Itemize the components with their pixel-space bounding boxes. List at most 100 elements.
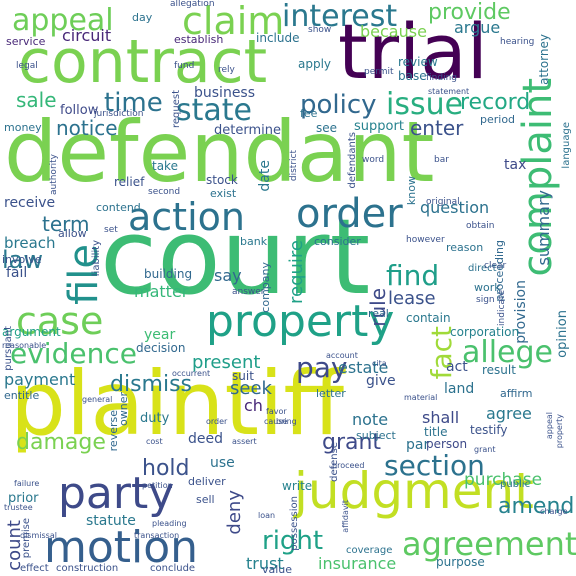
word-court: court (100, 196, 371, 318)
word-see: see (316, 121, 338, 135)
word-suit: suit (232, 369, 254, 383)
word-plaintiff: plaintiff (10, 352, 345, 455)
word-appeal-small: appeal (545, 412, 554, 440)
word-authority: authority (49, 154, 59, 196)
word-allegation: allegation (170, 0, 215, 9)
word-opinion: opinion (555, 310, 570, 358)
word-hearing: hearing (500, 37, 535, 47)
word-seek: seek (230, 378, 272, 399)
word-failure: failure (14, 479, 40, 488)
word-purpose: purpose (436, 555, 485, 569)
word-act: act (446, 359, 468, 375)
word-deny: deny (224, 490, 245, 535)
word-order-small: order (206, 417, 228, 426)
word-affidavit: affidavit (341, 500, 350, 533)
word-testify: testify (470, 423, 508, 437)
word-deed: deed (188, 431, 223, 447)
word-circuit: circuit (62, 26, 112, 45)
word-apply: apply (298, 57, 332, 71)
word-agree: agree (486, 404, 532, 423)
word-provide: provide (428, 0, 511, 25)
word-purchase: purchase (464, 470, 543, 490)
word-possession: possession (289, 496, 300, 551)
word-set: set (104, 225, 118, 235)
word-decision: decision (136, 341, 186, 355)
word-conclude: conclude (150, 563, 196, 574)
word-allege: allege (462, 335, 554, 370)
word-work: work (474, 281, 501, 294)
word-proceed: proceed (332, 461, 365, 470)
word-know: know (405, 176, 418, 206)
word-business: business (194, 85, 256, 101)
word-coverage: coverage (346, 545, 393, 556)
word-lease: lease (388, 288, 436, 309)
word-record: record (460, 90, 531, 115)
word-money: money (4, 121, 42, 134)
word-establish: establish (174, 33, 224, 46)
word-require: require (286, 240, 307, 304)
word-contract: contract (18, 27, 268, 97)
word-sale: sale (16, 88, 57, 112)
word-person: person (426, 437, 468, 451)
word-indicate: indicate (497, 290, 507, 326)
word-include: include (256, 31, 300, 45)
word-determine: determine (214, 123, 281, 138)
word-cause: cause (264, 417, 288, 426)
word-favor: favor (266, 407, 287, 416)
word-bank: bank (240, 235, 268, 248)
word-evidence: evidence (10, 337, 137, 370)
word-pay: pay (296, 351, 348, 384)
word-occurrent: occurrent (172, 369, 211, 378)
word-day: day (132, 11, 153, 24)
word-fail: fail (6, 265, 28, 281)
word-dismissal: dismissal (20, 531, 57, 540)
word-judgment: judgment (294, 462, 534, 520)
word-state: state (176, 93, 252, 128)
word-ch: ch (244, 396, 263, 415)
word-case: case (16, 299, 104, 343)
word-argument: argument (2, 325, 61, 339)
word-sell: sell (196, 493, 215, 506)
word-follow: follow (60, 103, 99, 118)
word-motion: motion (44, 522, 199, 573)
word-entitle: entitle (4, 389, 40, 402)
word-clear: clear (484, 261, 507, 271)
word-defendant: defendant (4, 103, 435, 201)
word-review: review (398, 55, 438, 69)
word-show: show (308, 25, 332, 35)
word-grant-small: grant (474, 445, 496, 454)
word-affirm: affirm (500, 387, 533, 400)
word-real: real (368, 307, 389, 320)
word-transaction: transaction (134, 531, 180, 540)
word-defendants: defendants (347, 132, 358, 189)
word-cita: cita (372, 359, 387, 368)
word-note: note (352, 410, 389, 429)
word-allow: allow (58, 227, 87, 240)
word-answer: answer (232, 287, 265, 297)
word-permit: permit (364, 67, 394, 77)
word-shall: shall (422, 408, 460, 427)
word-breach: breach (4, 234, 56, 252)
word-fund: fund (174, 61, 195, 71)
word-enter: enter (410, 116, 464, 140)
word-time: time (104, 88, 163, 118)
word-second: second (148, 187, 181, 197)
word-corporation: corporation (450, 325, 520, 339)
word-material: material (404, 393, 438, 402)
word-right: right (262, 526, 324, 556)
word-bring: bring (276, 417, 297, 426)
word-construction: construction (56, 563, 119, 574)
word-property-small: property (555, 414, 564, 449)
word-word: word (362, 155, 385, 165)
word-obtain: obtain (466, 221, 495, 231)
word-rely: rely (218, 65, 235, 75)
word-year: year (144, 327, 176, 343)
word-contend: contend (96, 201, 141, 214)
word-present: present (192, 352, 261, 373)
word-trustee: trustee (4, 503, 33, 512)
word-date: date (257, 160, 273, 192)
word-write: write (282, 479, 313, 493)
word-say: say (214, 266, 242, 285)
word-direct: direct (468, 263, 497, 274)
